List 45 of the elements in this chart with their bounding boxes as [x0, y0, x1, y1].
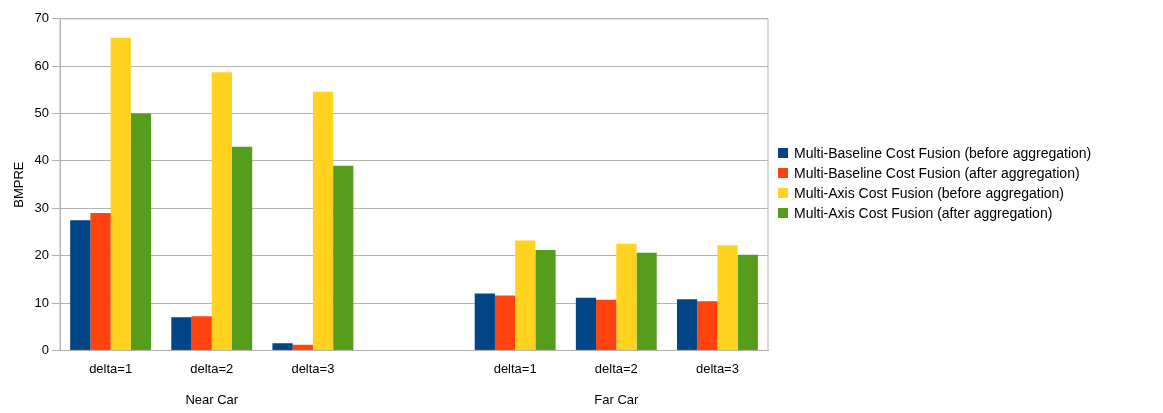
bar [697, 301, 718, 350]
bar [292, 344, 313, 350]
y-tick-label: 40 [34, 152, 50, 168]
bar [70, 220, 91, 350]
legend-label: Multi-Axis Cost Fusion (before aggregation) [794, 185, 1065, 201]
bar [171, 317, 192, 350]
y-tick-label: 20 [34, 247, 50, 263]
x-tick-label: delta=1 [89, 360, 133, 376]
y-tick-label: 50 [34, 105, 50, 121]
bar [494, 295, 516, 350]
bar [474, 293, 495, 350]
text: Far Car [594, 392, 639, 408]
bar [676, 299, 698, 350]
legend-label: Multi-Baseline Cost Fusion (before aggregation) [794, 145, 1092, 161]
bar [596, 299, 617, 350]
x-tick-label: delta=2 [594, 360, 638, 376]
bar [737, 254, 758, 350]
x-tick-label: delta=2 [190, 360, 234, 376]
bar [333, 165, 354, 350]
legend-label: Multi-Axis Cost Fusion (after aggregation) [794, 205, 1053, 221]
bar [211, 72, 232, 350]
bar [110, 37, 131, 350]
bar [616, 243, 637, 350]
bar [636, 252, 657, 350]
y-axis-title: BMPRE [11, 161, 27, 208]
bar [575, 297, 597, 350]
y-tick-label: 10 [34, 294, 50, 310]
bar [515, 240, 536, 350]
bar [535, 249, 556, 350]
x-tick-label: delta=3 [291, 360, 335, 376]
bar [191, 316, 212, 350]
bar [717, 245, 738, 350]
y-tick-label: 0 [41, 341, 50, 357]
x-tick-label: delta=1 [493, 360, 537, 376]
y-tick-label: 30 [34, 199, 50, 215]
y-tick-label: 60 [34, 57, 50, 73]
bar [130, 113, 152, 350]
x-tick-label: delta=3 [695, 360, 739, 376]
bar [272, 343, 293, 350]
legend-label: Multi-Baseline Cost Fusion (after aggregation) [794, 165, 1080, 181]
bar [231, 146, 253, 350]
text: Near Car [185, 392, 239, 408]
bar [312, 91, 334, 350]
bar [90, 213, 111, 350]
y-tick-label: 70 [34, 10, 50, 26]
